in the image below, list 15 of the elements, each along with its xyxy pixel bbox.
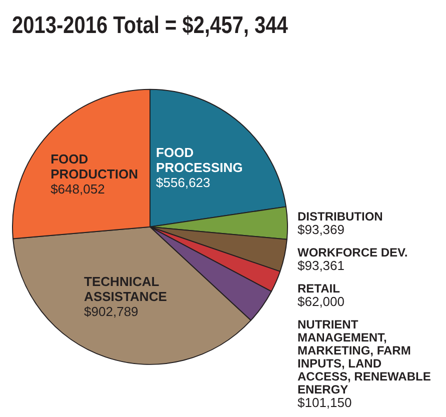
data-label: $556,623 (156, 175, 210, 190)
data-label: $648,052 (50, 181, 105, 196)
slice-label: FOOD PROCESSING (156, 145, 243, 176)
slice-label: WORKFORCE DEV. (298, 245, 408, 260)
slice-label: FOOD PRODUCTION (50, 151, 138, 182)
data-label: $93,369 (298, 222, 344, 238)
chart-title: 2013-2016 Total = $2,457, 344 (12, 11, 288, 38)
data-label: $902,789 (84, 304, 138, 320)
slice-label: RETAIL (298, 281, 340, 296)
slice-label: DISTRIBUTION (298, 209, 383, 224)
slice-label: TECHNICAL ASSISTANCE (84, 274, 168, 304)
data-label: $93,361 (298, 258, 344, 274)
data-label: $101,150 (298, 395, 352, 410)
data-label: $62,000 (298, 294, 344, 310)
slice-label: NUTRIENT MANAGEMENT, MARKETING, FARM INPUTS, LAND ACCESS, RENEWABLE ENERGY (298, 317, 431, 396)
